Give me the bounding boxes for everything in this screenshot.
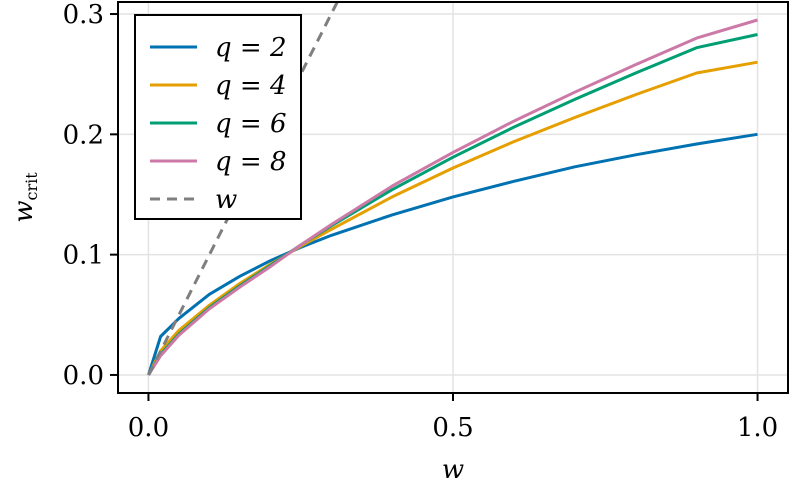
x-ticks: 0.0 0.5 1.0 [128,393,778,443]
legend-label: q = 8 [215,147,287,177]
legend-label: q = 6 [215,109,287,139]
series-line-4 [147,18,758,376]
y-ticks: 0.0 0.1 0.2 0.3 [63,0,118,391]
svg-text:wcrit: wcrit [9,172,41,223]
x-tick-label: 1.0 [737,413,778,443]
y-axis-label: wcrit [9,172,41,223]
y-tick-label: 0.0 [63,361,104,391]
legend-label: q = 4 [215,71,287,101]
series-lines [147,2,758,376]
legend-label: q = 2 [215,33,287,63]
series-line-2 [147,60,758,376]
series-line-1 [147,132,758,376]
y-tick-label: 0.1 [63,241,104,271]
x-axis-label: w [442,455,464,485]
y-tick-label: 0.3 [63,0,104,30]
y-axis-label-main: w [9,200,39,222]
legend: q = 2 q = 4 q = 6 q = 8 w [134,14,302,220]
x-tick-label: 0.0 [128,413,169,443]
legend-label: w [215,185,237,215]
x-tick-label: 0.5 [432,413,473,443]
legend-box [134,14,302,220]
y-axis-label-subscript: crit [22,172,41,201]
y-tick-label: 0.2 [63,120,104,150]
